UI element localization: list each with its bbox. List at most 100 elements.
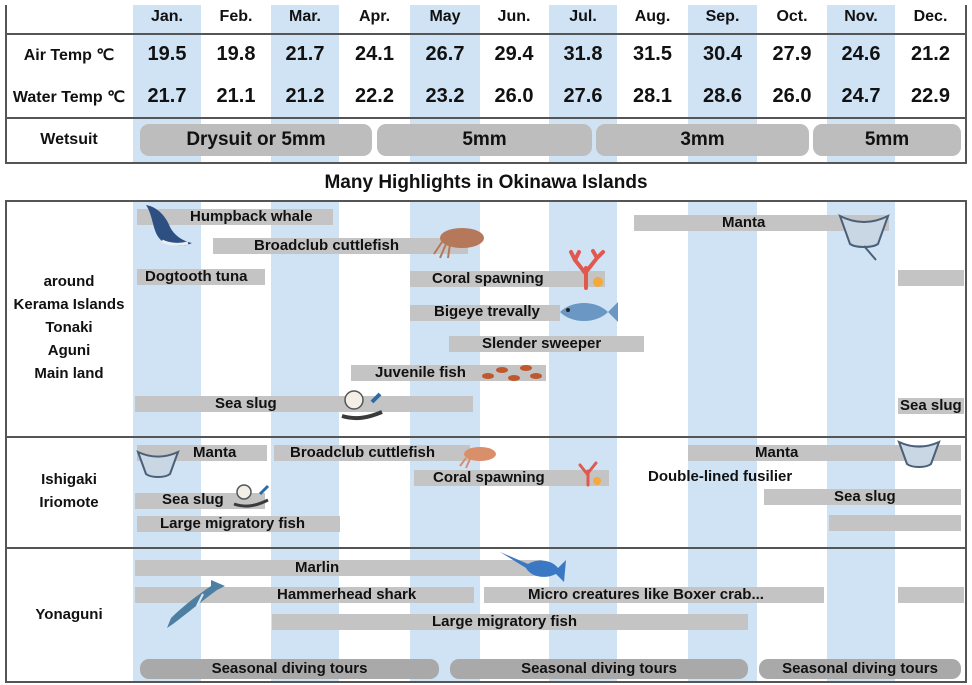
- manta-label: Manta: [722, 214, 766, 231]
- month-label: Aug.: [634, 8, 671, 25]
- sea-slug-icon: [341, 390, 383, 421]
- air-temp-value: 29.4: [494, 43, 534, 65]
- coral-icon: [578, 461, 601, 487]
- divider: [5, 162, 967, 164]
- month-label: Feb.: [219, 8, 253, 25]
- region-ishigaki-label: Ishigaki Iriomote: [5, 468, 133, 514]
- water-temp-value: 23.2: [425, 85, 465, 107]
- season-bar: [829, 515, 961, 531]
- month-label: Jan.: [150, 8, 183, 25]
- water-temp-value: 26.0: [772, 85, 812, 107]
- hammerhead-icon: [167, 580, 225, 628]
- cuttlefish-icon: [433, 228, 484, 259]
- divider: [5, 547, 967, 549]
- marlin-icon: [500, 552, 566, 582]
- divider: [5, 436, 967, 438]
- air-temp-value: 21.7: [285, 43, 325, 65]
- wetsuit-label: Wetsuit: [40, 131, 98, 148]
- sweeper-label: Slender sweeper: [482, 335, 602, 352]
- season-bar: [634, 215, 889, 231]
- air-temp-value: 19.8: [216, 43, 256, 65]
- region-line: Tonaki: [45, 319, 93, 336]
- air-temp-value: 24.1: [355, 43, 394, 65]
- seasonal-tour-pill: Seasonal diving tours: [140, 659, 439, 679]
- air-temp-value: 31.5: [633, 43, 672, 65]
- water-temp-value: 21.1: [216, 85, 256, 107]
- wetsuit-pill: Drysuit or 5mm: [140, 124, 372, 156]
- month-label: Nov.: [844, 8, 878, 25]
- left-border: [5, 5, 7, 682]
- trevally-icon: [560, 302, 618, 322]
- region-line: Ishigaki: [41, 471, 97, 488]
- month-label: Mar.: [288, 8, 321, 25]
- air-temp-value: 24.6: [841, 43, 881, 65]
- season-bar: [213, 238, 468, 254]
- water-temp-value: 22.2: [355, 85, 394, 107]
- air-temp-value: 27.9: [772, 43, 812, 65]
- month-label: Apr.: [358, 8, 391, 25]
- ishigaki-manta2-label: Manta: [755, 444, 799, 461]
- water-temp-value: 28.1: [633, 85, 672, 107]
- season-bar: [137, 516, 340, 532]
- bigeye-label: Bigeye trevally: [434, 303, 540, 320]
- water-temp-value: 26.0: [494, 85, 534, 107]
- season-bar: [272, 614, 748, 630]
- hammerhead-label: Hammerhead shark: [277, 586, 417, 603]
- water-temp-value: 24.7: [841, 85, 881, 107]
- season-bar: [137, 209, 333, 225]
- ishigaki-manta-label: Manta: [193, 444, 237, 461]
- season-bar: [135, 560, 542, 576]
- micro-label: Micro creatures like Boxer crab...: [528, 586, 764, 603]
- region-line: Aguni: [47, 342, 91, 359]
- season-bar: [410, 305, 560, 321]
- season-bar: [274, 445, 470, 461]
- season-bar: [688, 445, 961, 461]
- season-bar: [137, 269, 265, 285]
- season-bar: [898, 270, 964, 286]
- water-temp-label: Water Temp ℃: [12, 89, 126, 106]
- ishigaki-large-label: Large migratory fish: [160, 515, 306, 532]
- wetsuit-pill: 3mm: [596, 124, 809, 156]
- air-temp-value: 21.2: [911, 43, 950, 65]
- water-temp-value: 21.2: [285, 85, 325, 107]
- fusilier-label: Double-lined fusilier: [648, 468, 793, 485]
- month-label: Sep.: [705, 8, 740, 25]
- season-bar: [898, 398, 964, 414]
- manta-icon: [136, 450, 180, 478]
- month-label: Jun.: [497, 8, 531, 25]
- season-bar: [135, 396, 473, 412]
- season-bar: [449, 336, 644, 352]
- ishigaki-seaslug2-label: Sea slug: [834, 488, 896, 505]
- region-line: Main land: [34, 365, 104, 382]
- air-temp-label: Air Temp ℃: [23, 47, 115, 64]
- air-temp-value: 30.4: [703, 43, 742, 65]
- air-temp-value: 19.5: [147, 43, 187, 65]
- seasonal-tour-pill: Seasonal diving tours: [759, 659, 961, 679]
- region-kerama-label: around Kerama Islands Tonaki Aguni Main …: [5, 270, 133, 385]
- region-line: around: [43, 273, 95, 290]
- broadclub-label: Broadclub cuttlefish: [254, 237, 400, 254]
- region-line: Iriomote: [39, 494, 99, 511]
- season-bar: [764, 489, 961, 505]
- season-bar: [410, 271, 605, 287]
- seaslug-dec-label: Sea slug: [900, 397, 962, 414]
- season-bar: [414, 470, 609, 486]
- month-label: Jul.: [569, 8, 597, 25]
- highlights-banner: Many Highlights in Okinawa Islands: [5, 164, 967, 200]
- wetsuit-pill: 5mm: [813, 124, 961, 156]
- whale-icon: [146, 205, 192, 246]
- ishigaki-broadclub-label: Broadclub cuttlefish: [290, 444, 436, 461]
- season-bar: [898, 587, 964, 603]
- air-temp-value: 31.8: [563, 43, 603, 65]
- water-temp-value: 21.7: [147, 85, 187, 107]
- manta-icon: [838, 213, 890, 261]
- month-label: May: [429, 8, 461, 25]
- marlin-label: Marlin: [295, 559, 340, 576]
- juvenile-fish-icon: [482, 365, 542, 381]
- coral-label: Coral spawning: [432, 270, 544, 287]
- season-bar: [135, 587, 474, 603]
- water-temp-value: 28.6: [703, 85, 742, 107]
- coral-icon: [569, 249, 605, 290]
- divider: [5, 33, 967, 35]
- juvenile-label: Juvenile fish: [375, 364, 466, 381]
